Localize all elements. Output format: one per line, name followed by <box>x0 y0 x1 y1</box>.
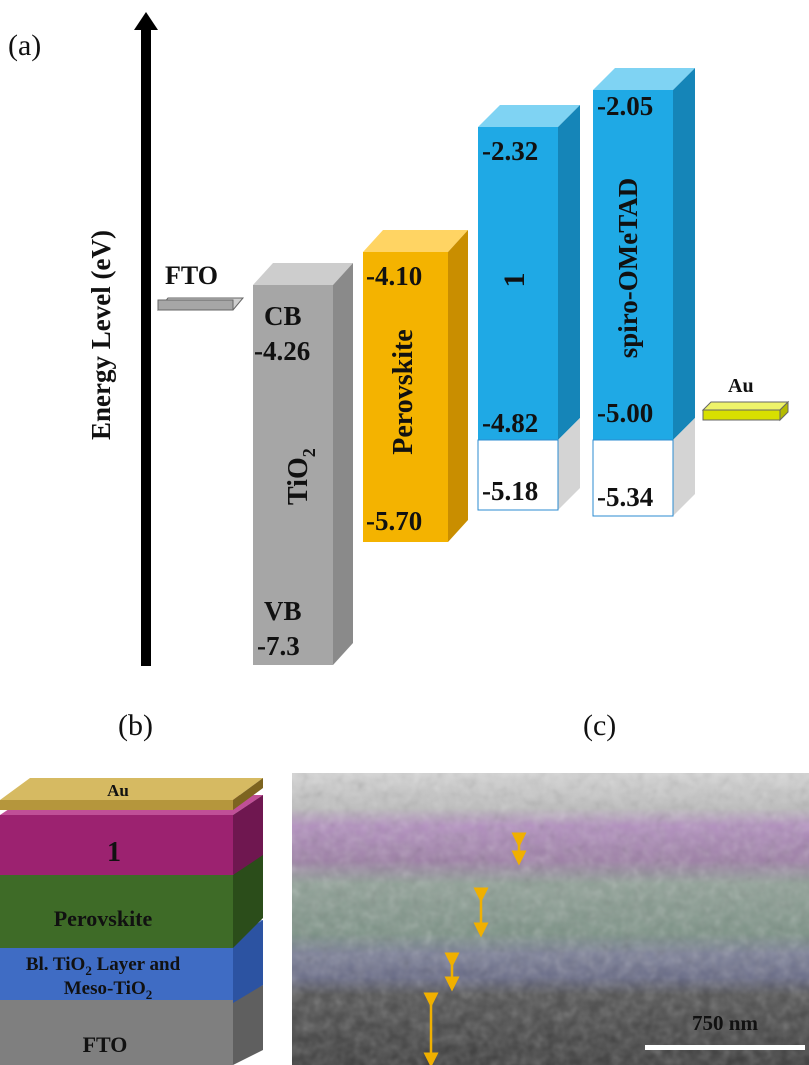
tio2-box <box>253 263 353 665</box>
panel-b-label: (b) <box>118 709 153 742</box>
stack-perovskite-label: Perovskite <box>54 906 153 931</box>
tio2-cb-label: CB <box>264 301 302 331</box>
fto-level <box>156 297 245 311</box>
stack-au-label: Au <box>107 781 129 800</box>
spiro-lumo: -2.05 <box>597 91 653 121</box>
spiro-lower: -5.34 <box>597 482 653 512</box>
tio2-subscript: 2 <box>299 448 319 457</box>
scale-bar-label: 750 nm <box>692 1011 758 1035</box>
stack-au-layer <box>0 778 263 810</box>
tio2-vb-value: -7.3 <box>257 631 300 661</box>
stack-tio2-line2: Meso-TiO2 <box>64 978 152 1002</box>
thickness-arrows <box>423 832 527 1065</box>
panel-c-label: (c) <box>583 709 616 742</box>
compound1-lumo: -2.32 <box>482 136 538 166</box>
compound1-name: 1 <box>498 273 531 288</box>
compound1-homo: -4.82 <box>482 408 538 438</box>
tio2-name: TiO2 <box>283 448 319 505</box>
stack-compound1-label: 1 <box>107 837 121 868</box>
stack-tio2-line1: Bl. TiO2 Layer and <box>26 954 181 978</box>
tio2-vb-label: VB <box>264 596 302 626</box>
perovskite-name: Perovskite <box>388 329 419 454</box>
fto-label: FTO <box>165 261 218 290</box>
energy-axis <box>134 12 158 666</box>
compound1-box <box>477 105 580 511</box>
tio2-cb-value: -4.26 <box>254 336 310 366</box>
sem-image <box>292 773 809 1065</box>
perovskite-lumo: -4.10 <box>366 261 422 291</box>
compound1-lower: -5.18 <box>482 476 538 506</box>
panel-a-label: (a) <box>8 29 41 62</box>
perovskite-homo: -5.70 <box>366 506 422 536</box>
spiro-box <box>592 68 695 517</box>
perovskite-box <box>363 230 468 542</box>
scale-bar <box>645 1045 805 1050</box>
stack-fto-label: FTO <box>83 1032 128 1057</box>
spiro-homo: -5.00 <box>597 398 653 428</box>
au-label: Au <box>728 375 754 397</box>
spiro-name: spiro-OMeTAD <box>613 178 643 358</box>
au-level <box>701 400 790 422</box>
axis-label: Energy Level (eV) <box>86 230 116 440</box>
